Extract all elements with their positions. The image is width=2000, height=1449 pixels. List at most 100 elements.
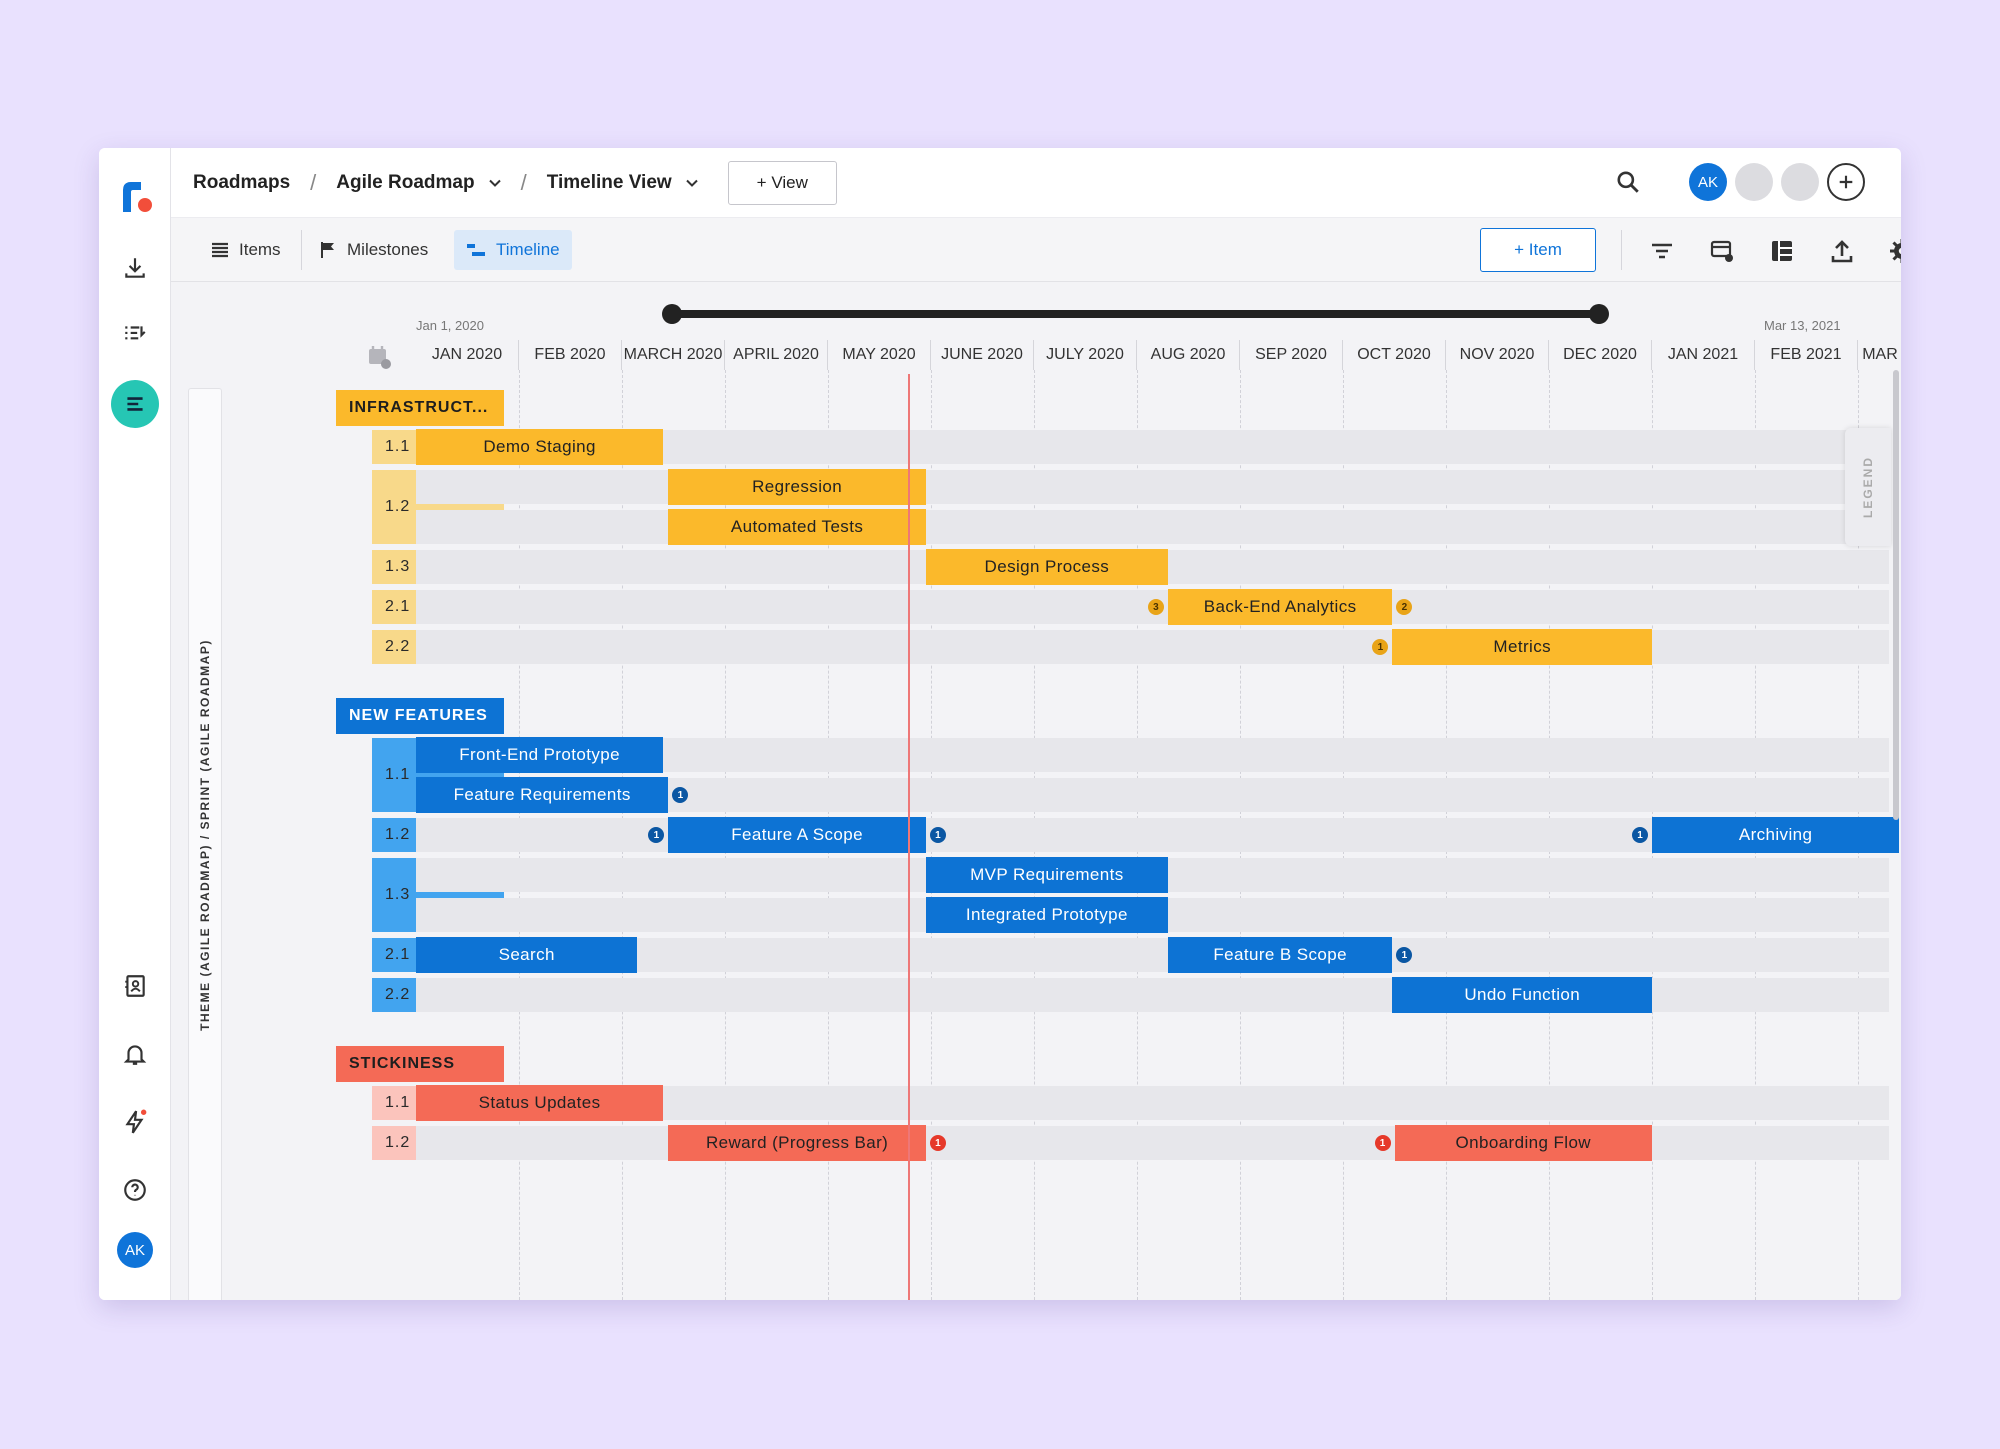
roadmap-item-bar[interactable]: Status Updates <box>416 1085 664 1121</box>
roadmap-item-bar[interactable]: Regression <box>668 469 926 505</box>
dependency-count-badge[interactable]: 1 <box>929 1135 946 1151</box>
date-range-scrubber[interactable] <box>662 304 1609 324</box>
filter-icon[interactable] <box>1649 238 1675 264</box>
collaborator-avatar[interactable]: AK <box>1689 163 1727 201</box>
flag-icon <box>321 242 334 258</box>
roadmap-item-bar[interactable]: Front-End Prototype <box>416 737 664 773</box>
breadcrumb-agile-roadmap-label: Agile Roadmap <box>336 171 475 193</box>
swimlane <box>416 470 1889 504</box>
layout-panel-icon[interactable] <box>1769 238 1795 264</box>
breadcrumb-agile-roadmap[interactable]: Agile Roadmap <box>336 171 501 194</box>
tab-milestones-label: Milestones <box>347 240 429 259</box>
export-upload-icon[interactable] <box>1829 238 1855 264</box>
roadmap-item-bar[interactable]: Automated Tests <box>668 509 926 545</box>
roadmap-item-bar[interactable]: Feature A Scope <box>668 817 926 853</box>
month-label: DEC 2020 <box>1549 340 1652 370</box>
swimlane <box>416 978 1889 1012</box>
tab-timeline[interactable]: Timeline <box>454 230 572 270</box>
help-icon[interactable] <box>111 1166 159 1214</box>
breadcrumb-separator: / <box>310 169 317 195</box>
header-bar: Roadmaps / Agile Roadmap / Timeline View… <box>171 148 1901 218</box>
breadcrumb-separator: / <box>520 169 527 195</box>
tab-milestones[interactable]: Milestones <box>307 230 440 270</box>
roadmap-item-bar[interactable]: Archiving <box>1652 817 1900 853</box>
gear-icon[interactable] <box>1889 238 1901 264</box>
breadcrumb-timeline-view[interactable]: Timeline View <box>547 172 698 194</box>
ideas-list-icon[interactable] <box>111 310 159 358</box>
add-collaborator-plus-icon[interactable] <box>1827 163 1865 201</box>
row-grouping-label-text: THEME (AGILE ROADMAP) / SPRINT (AGILE RO… <box>198 639 212 1031</box>
month-label: JAN 2021 <box>1652 340 1755 370</box>
dependency-count-badge[interactable]: 1 <box>648 827 665 843</box>
month-label: JUNE 2020 <box>931 340 1034 370</box>
header-right: AK <box>1615 163 1865 201</box>
roadmap-item-bar[interactable]: Onboarding Flow <box>1394 1125 1652 1161</box>
theme-header[interactable]: STICKINESS <box>336 1046 504 1082</box>
roadmap-item-bar[interactable]: Metrics <box>1392 629 1652 665</box>
breadcrumb-roadmaps[interactable]: Roadmaps <box>193 171 291 193</box>
search-icon[interactable] <box>1615 169 1641 195</box>
breadcrumb-timeline-view-label: Timeline View <box>546 171 672 193</box>
left-rail: AK <box>99 148 171 1300</box>
tab-timeline-label: Timeline <box>496 240 560 259</box>
user-avatar[interactable]: AK <box>117 1232 153 1268</box>
month-label: OCT 2020 <box>1343 340 1446 370</box>
scrubber-start-handle[interactable] <box>662 304 682 324</box>
legend-tab-label: LEGEND <box>1861 455 1875 519</box>
month-label: MARCH 2020 <box>622 340 725 370</box>
notifications-bell-icon[interactable] <box>111 1030 159 1078</box>
swimlane <box>416 938 1889 972</box>
roadmap-item-bar[interactable]: Undo Function <box>1392 977 1652 1013</box>
range-end-label: Mar 13, 2021 <box>1764 318 1841 333</box>
legend-tab[interactable]: LEGEND <box>1845 428 1891 546</box>
dependency-count-badge[interactable]: 3 <box>1147 599 1164 615</box>
month-label: NOV 2020 <box>1446 340 1549 370</box>
dependency-count-badge[interactable]: 2 <box>1396 599 1413 615</box>
contacts-icon[interactable] <box>111 962 159 1010</box>
vertical-scrollbar[interactable] <box>1893 370 1899 820</box>
scrubber-end-handle[interactable] <box>1589 304 1609 324</box>
dependency-count-badge[interactable]: 1 <box>1374 1135 1391 1151</box>
display-settings-icon[interactable] <box>1709 238 1735 264</box>
swimlane <box>416 510 1889 544</box>
dependency-count-badge[interactable]: 1 <box>1372 639 1389 655</box>
month-label: FEB 2021 <box>1755 340 1858 370</box>
roadmaps-icon[interactable] <box>111 380 159 428</box>
import-icon[interactable] <box>111 244 159 292</box>
month-label: MAY 2020 <box>828 340 931 370</box>
today-marker-line <box>908 374 910 1300</box>
roadmap-item-bar[interactable]: Search <box>416 937 638 973</box>
dependency-count-badge[interactable]: 1 <box>1396 947 1413 963</box>
roadmap-item-bar[interactable]: Reward (Progress Bar) <box>668 1125 926 1161</box>
dependency-count-badge[interactable]: 1 <box>672 787 689 803</box>
collaborator-avatar-placeholder[interactable] <box>1735 163 1773 201</box>
dependency-count-badge[interactable]: 1 <box>1632 827 1648 843</box>
collaborator-avatar-placeholder[interactable] <box>1781 163 1819 201</box>
toolbar: Items Milestones Timeline + Item <box>171 218 1901 282</box>
theme-header[interactable]: INFRASTRUCT... <box>336 390 504 426</box>
month-label: JULY 2020 <box>1034 340 1137 370</box>
roadmap-item-bar[interactable]: Design Process <box>925 549 1168 585</box>
roadmunk-logo-icon[interactable] <box>117 178 153 214</box>
roadmap-item-bar[interactable]: MVP Requirements <box>925 857 1168 893</box>
chevron-down-icon <box>685 179 698 187</box>
calendar-settings-icon[interactable] <box>367 344 393 370</box>
theme-header[interactable]: NEW FEATURES <box>336 698 504 734</box>
roadmap-item-bar[interactable]: Back-End Analytics <box>1167 589 1393 625</box>
add-view-button[interactable]: + View <box>727 160 837 205</box>
swimlane <box>416 630 1889 664</box>
roadmap-item-bar[interactable]: Feature Requirements <box>416 777 669 813</box>
whats-new-bolt-icon[interactable] <box>111 1098 159 1146</box>
dependency-count-badge[interactable]: 1 <box>929 827 946 843</box>
chevron-down-icon <box>488 179 501 187</box>
roadmap-item-bar[interactable]: Feature B Scope <box>1167 937 1393 973</box>
month-label: AUG 2020 <box>1137 340 1240 370</box>
roadmap-item-bar[interactable]: Integrated Prototype <box>925 897 1168 933</box>
add-item-button[interactable]: + Item <box>1480 228 1596 272</box>
breadcrumb: Roadmaps / Agile Roadmap / Timeline View… <box>193 160 837 205</box>
month-label: MAR <box>1858 340 1901 370</box>
roadmap-item-bar[interactable]: Demo Staging <box>416 429 664 465</box>
tab-items[interactable]: Items <box>199 230 293 270</box>
month-label: APRIL 2020 <box>725 340 828 370</box>
swimlane <box>416 1126 1889 1160</box>
